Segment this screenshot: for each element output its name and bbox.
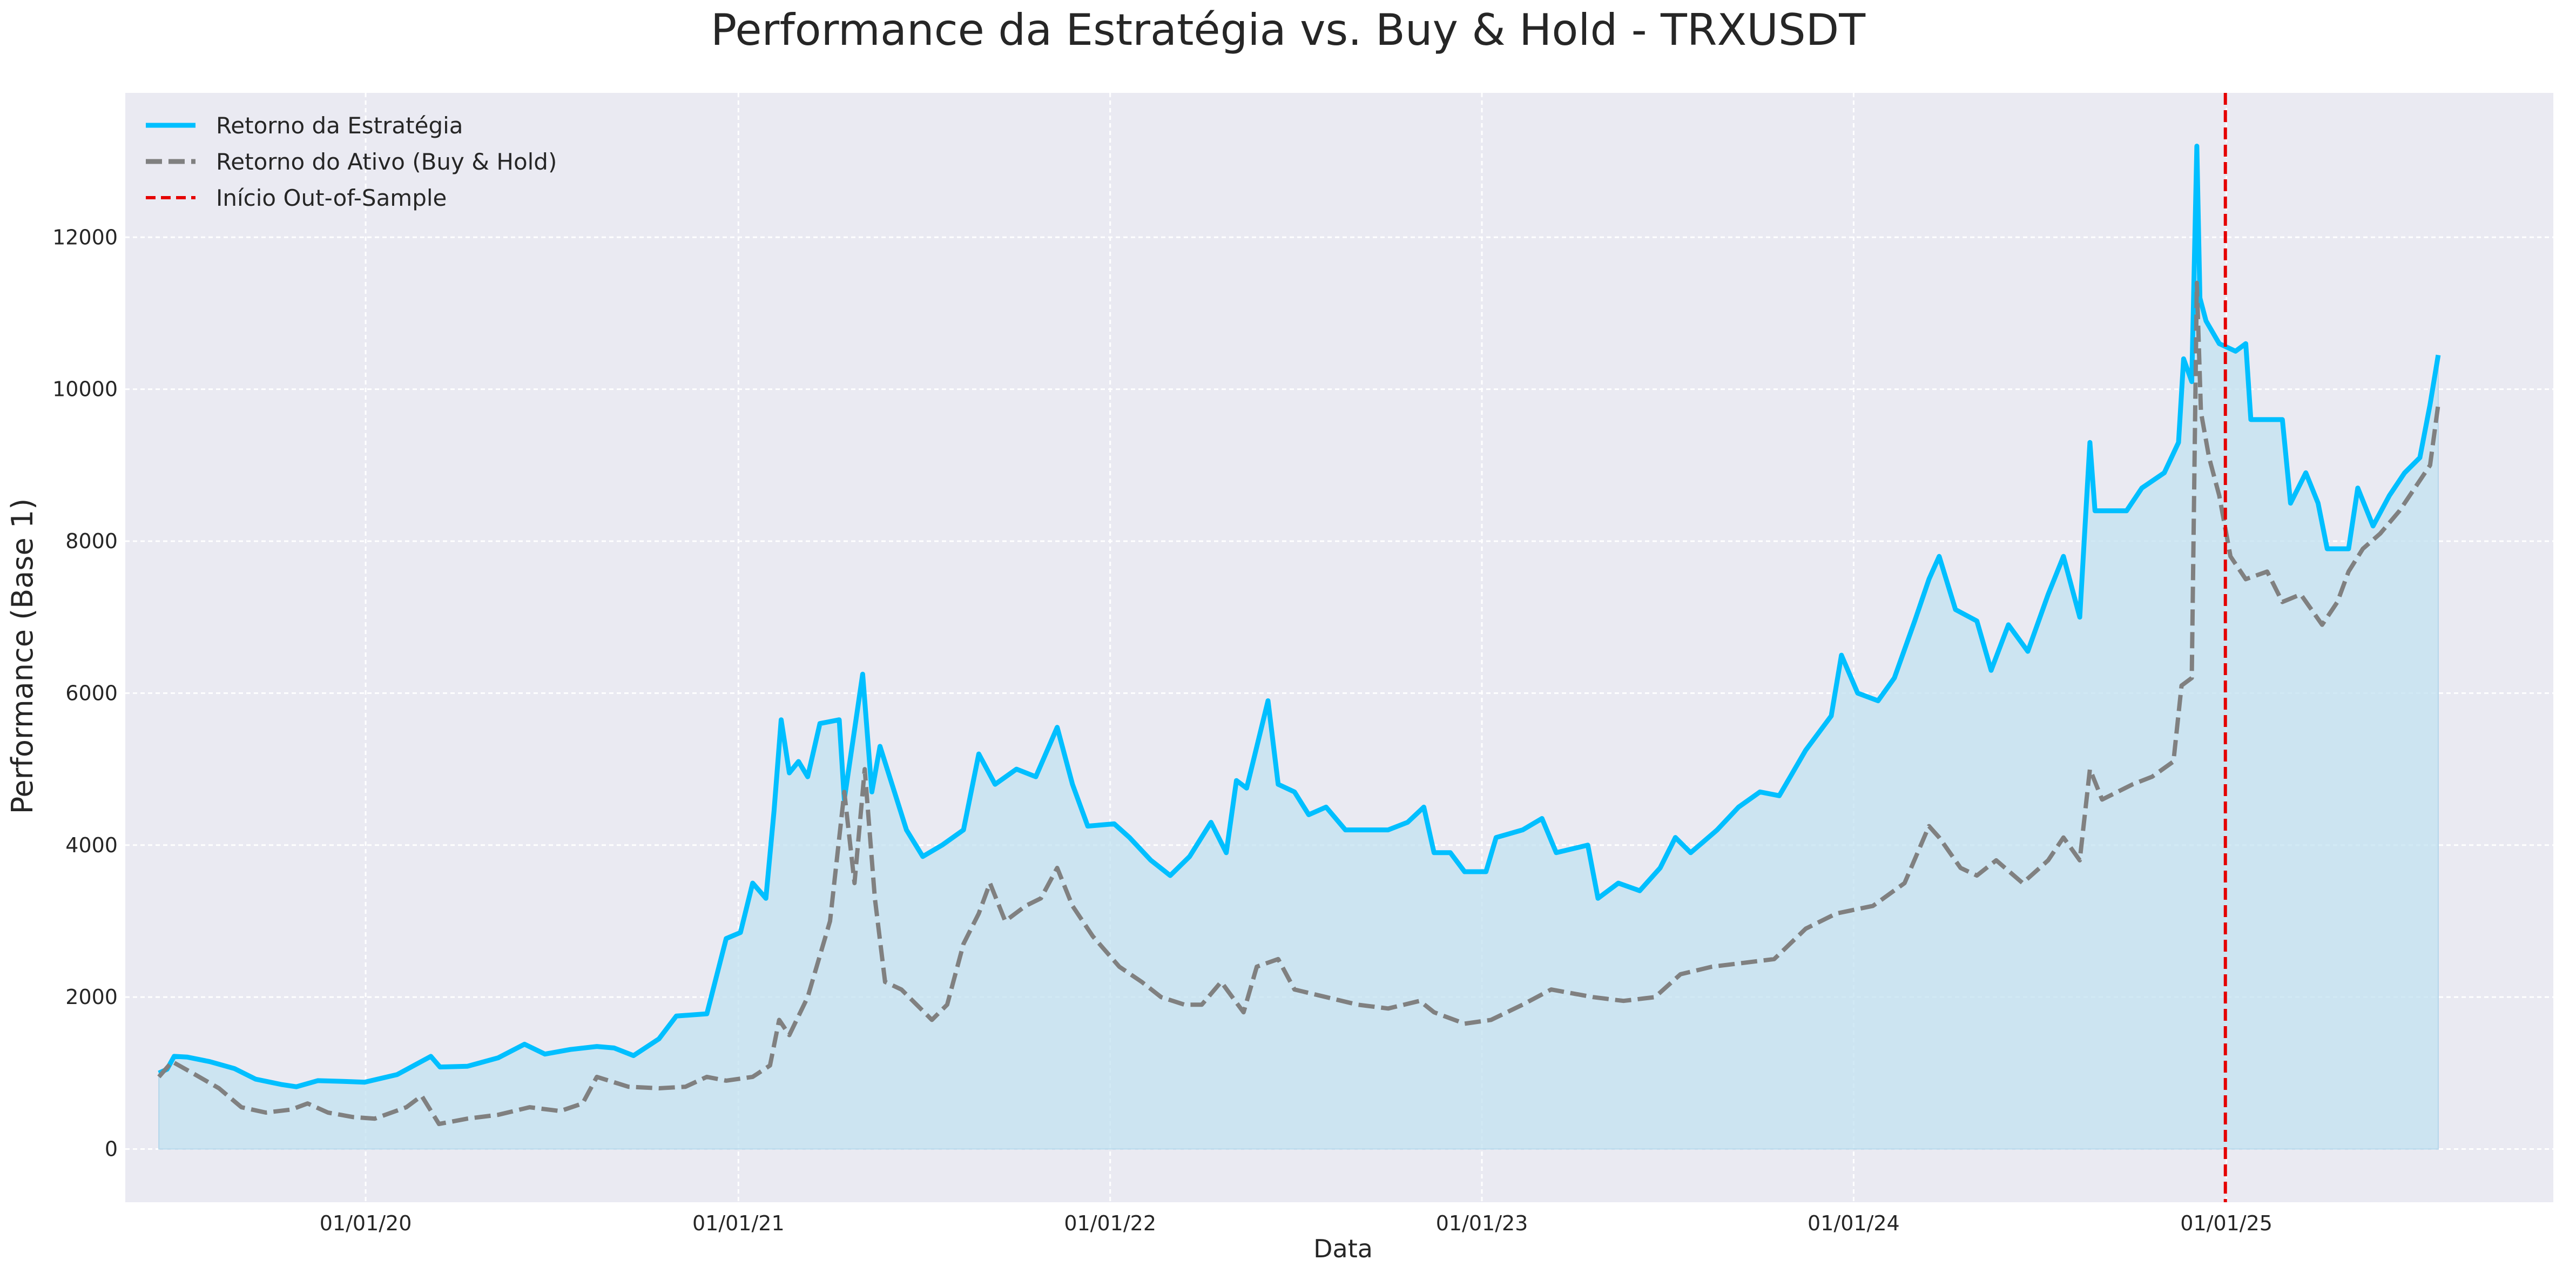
y-tick-label: 0 — [105, 1137, 118, 1161]
legend-label: Início Out-of-Sample — [216, 185, 447, 211]
y-axis-label: Performance (Base 1) — [5, 498, 39, 814]
legend-label: Retorno da Estratégia — [216, 112, 463, 139]
y-tick-label: 2000 — [65, 985, 118, 1009]
x-tick-label: 01/01/22 — [1064, 1211, 1156, 1235]
y-tick-label: 4000 — [65, 833, 118, 857]
x-tick-label: 01/01/20 — [320, 1211, 412, 1235]
x-tick-label: 01/01/23 — [1436, 1211, 1528, 1235]
x-tick-label: 01/01/25 — [2180, 1211, 2272, 1235]
x-tick-label: 01/01/24 — [1808, 1211, 1900, 1235]
legend-label: Retorno do Ativo (Buy & Hold) — [216, 149, 557, 175]
y-tick-label: 8000 — [65, 529, 118, 553]
y-tick-label: 10000 — [52, 378, 118, 401]
chart-title: Performance da Estratégia vs. Buy & Hold… — [711, 5, 1866, 55]
y-tick-label: 6000 — [65, 681, 118, 705]
x-axis-label: Data — [1313, 1234, 1373, 1263]
y-tick-label: 12000 — [52, 225, 118, 249]
x-tick-label: 01/01/21 — [692, 1211, 785, 1235]
